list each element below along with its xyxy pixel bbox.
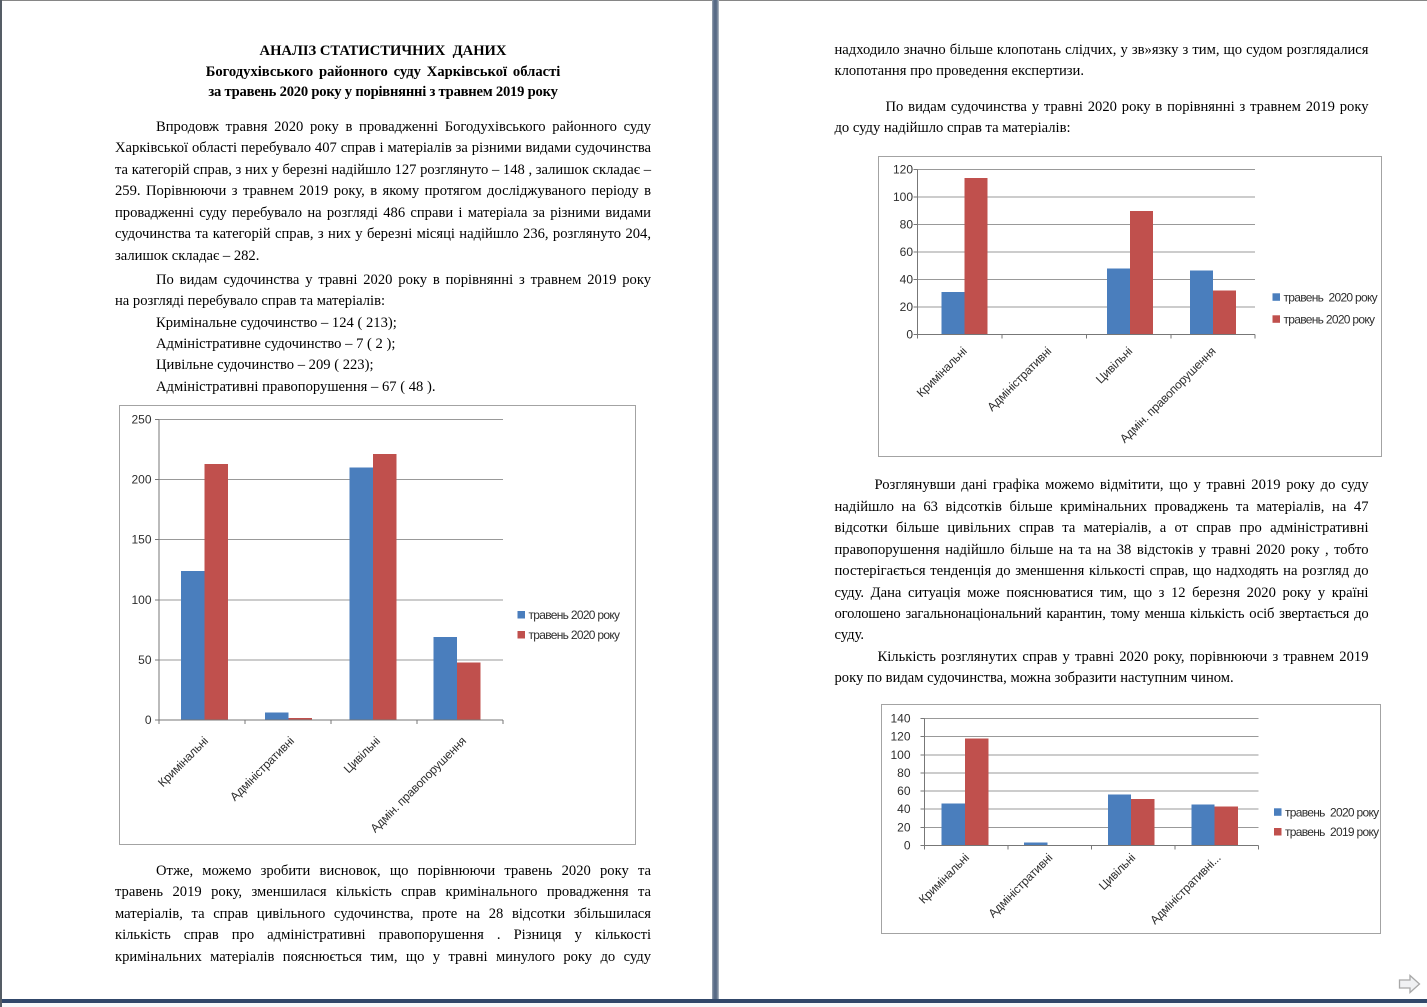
svg-text:20: 20 <box>900 300 914 314</box>
svg-text:120: 120 <box>890 730 910 744</box>
svg-text:40: 40 <box>897 802 911 816</box>
svg-text:100: 100 <box>890 748 910 762</box>
svg-text:0: 0 <box>145 713 152 727</box>
svg-text:Кримінальні: Кримінальні <box>155 734 211 790</box>
svg-text:80: 80 <box>897 766 911 780</box>
svg-text:50: 50 <box>138 653 152 667</box>
svg-text:0: 0 <box>906 328 913 342</box>
svg-text:40: 40 <box>900 273 914 287</box>
svg-text:Цивільні: Цивільні <box>1093 344 1135 386</box>
svg-text:Цивільні: Цивільні <box>341 734 383 776</box>
svg-text:150: 150 <box>131 533 151 547</box>
svg-text:Кримінальні: Кримінальні <box>916 851 972 907</box>
svg-text:травень 2020 року: травень 2020 року <box>1284 290 1378 304</box>
svg-text:140: 140 <box>890 712 910 726</box>
svg-text:80: 80 <box>900 218 914 232</box>
svg-text:200: 200 <box>131 473 151 487</box>
svg-text:травень 2020 року: травень 2020 року <box>1284 312 1376 326</box>
svg-text:60: 60 <box>900 245 914 259</box>
svg-text:травень 2020 року: травень 2020 року <box>1285 805 1379 819</box>
svg-text:травень 2020 року: травень 2020 року <box>529 628 621 642</box>
svg-text:250: 250 <box>131 413 151 427</box>
svg-text:Адмін. правопорушення: Адмін. правопорушення <box>367 734 469 836</box>
svg-text:Адміністративні...: Адміністративні... <box>1147 851 1223 927</box>
svg-text:100: 100 <box>893 190 913 204</box>
svg-text:Адміністративні: Адміністративні <box>985 851 1055 921</box>
svg-text:Кримінальні: Кримінальні <box>914 344 970 400</box>
svg-text:100: 100 <box>131 593 151 607</box>
svg-text:Адміністративні: Адміністративні <box>227 734 297 804</box>
svg-text:Адміністративні: Адміністративні <box>984 344 1054 414</box>
svg-text:60: 60 <box>897 784 911 798</box>
svg-text:0: 0 <box>904 838 911 852</box>
svg-text:Цивільні: Цивільні <box>1096 851 1138 893</box>
svg-text:20: 20 <box>897 820 911 834</box>
svg-text:120: 120 <box>893 163 913 177</box>
svg-text:Адмін. правопорушення: Адмін. правопорушення <box>1117 344 1219 446</box>
svg-text:травень 2019 року: травень 2019 року <box>1285 825 1379 839</box>
svg-text:травень 2020 року: травень 2020 року <box>529 608 621 622</box>
